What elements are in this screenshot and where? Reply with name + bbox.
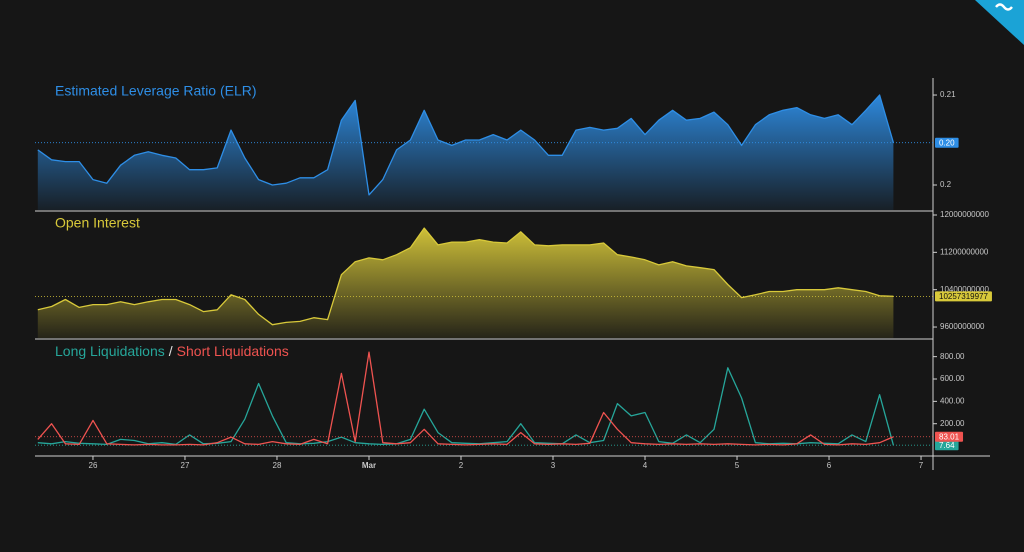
y-tick-label: 12000000000	[940, 210, 989, 219]
line	[37, 367, 895, 446]
last-value-label: 10257319977	[939, 292, 988, 301]
y-tick-label: 10400000000	[940, 285, 989, 294]
legend-entry: Short Liquidations	[177, 343, 289, 359]
y-tick-label: 9600000000	[940, 322, 985, 331]
x-tick-label: 6	[827, 461, 832, 470]
last-value-label: 7.64	[939, 441, 955, 450]
x-tick-label: 26	[89, 461, 98, 470]
area-fill	[37, 95, 894, 210]
legend-separator: /	[169, 343, 173, 359]
logo	[975, 0, 1024, 45]
y-tick-label: 400.00	[940, 396, 965, 405]
y-tick-label: 600.00	[940, 374, 965, 383]
last-value-label: 0.20	[939, 138, 955, 147]
y-tick-label: 800.00	[940, 352, 965, 361]
y-tick-label: 0.21	[940, 90, 956, 99]
last-value-box	[935, 431, 964, 442]
y-tick-label: 0.2	[940, 180, 952, 189]
x-tick-label: 27	[181, 461, 190, 470]
last-value-box	[935, 291, 992, 302]
x-tick-label: 3	[551, 461, 556, 470]
legend: Long Liquidations / Short Liquidations	[55, 343, 289, 359]
last-value-label: 83.01	[939, 432, 960, 441]
line	[37, 94, 895, 196]
x-tick-label: 7	[919, 461, 924, 470]
legend-entry: Long Liquidations	[55, 343, 165, 359]
panel-title: Open Interest	[55, 215, 140, 231]
x-tick-label: 4	[643, 461, 648, 470]
panel-title: Estimated Leverage Ratio (ELR)	[55, 83, 257, 99]
x-tick-label: Mar	[362, 461, 376, 470]
last-value-box	[935, 440, 959, 451]
x-tick-label: 28	[273, 461, 282, 470]
line	[37, 351, 894, 446]
last-value-box	[935, 137, 959, 148]
y-tick-label: 11200000000	[940, 247, 989, 256]
y-tick-label: 200.00	[940, 419, 965, 428]
area-fill	[37, 228, 894, 338]
x-tick-label: 2	[459, 461, 464, 470]
x-tick-label: 5	[735, 461, 740, 470]
line	[37, 227, 894, 326]
